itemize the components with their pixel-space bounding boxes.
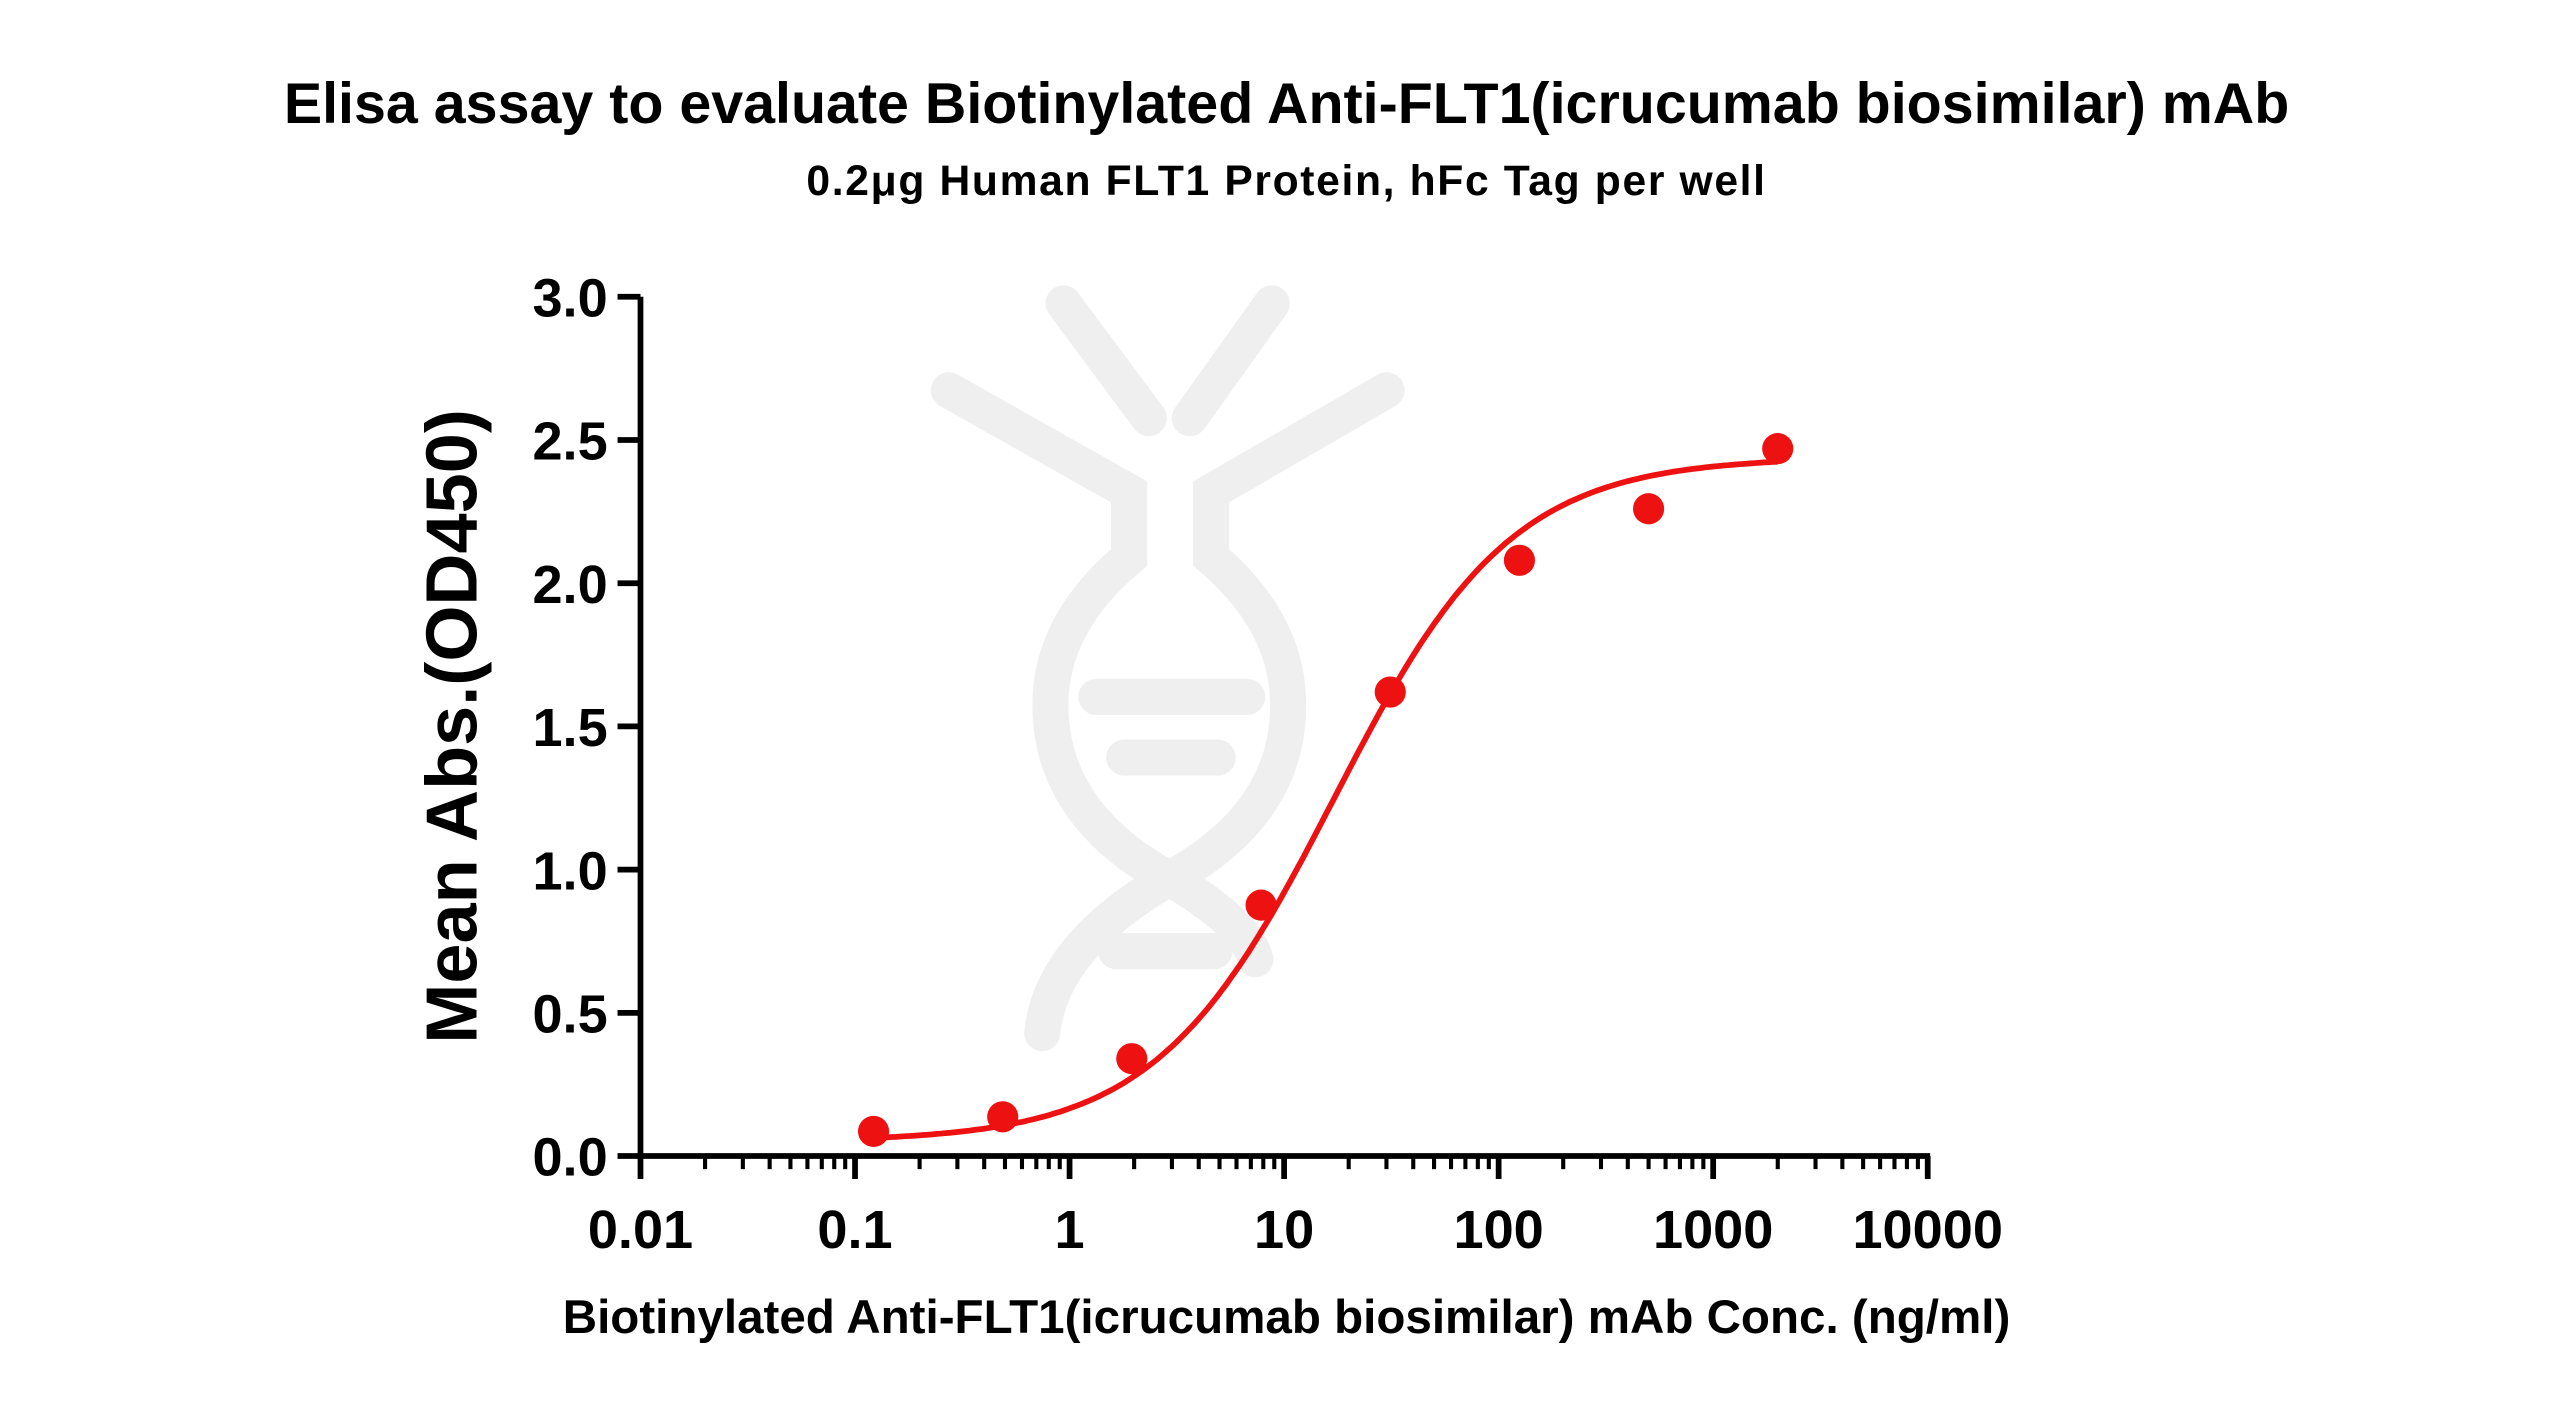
data-point <box>857 1115 890 1147</box>
data-point <box>1116 1043 1148 1075</box>
y-axis-label: Mean Abs.(OD450) <box>413 409 493 1044</box>
x-tick-label: 10 <box>1254 1200 1314 1260</box>
y-tick-label: 0.5 <box>532 985 607 1045</box>
y-tick-label: 1.0 <box>532 841 607 901</box>
chart-title: Elisa assay to evaluate Biotinylated Ant… <box>284 72 2289 136</box>
x-tick-label: 100 <box>1453 1200 1543 1260</box>
chart-subtitle: 0.2μg Human FLT1 Protein, hFc Tag per we… <box>806 157 1766 205</box>
x-tick-label: 0.1 <box>817 1200 892 1260</box>
y-tick-label: 2.5 <box>532 412 607 472</box>
data-point <box>1633 493 1665 525</box>
data-point <box>1762 433 1794 465</box>
y-tick-label: 3.0 <box>532 268 607 328</box>
x-axis-label: Biotinylated Anti-FLT1(icrucumab biosimi… <box>563 1291 2011 1344</box>
x-tick-label: 0.01 <box>588 1200 693 1260</box>
y-tick-label: 1.5 <box>532 698 607 758</box>
x-tick-label: 10000 <box>1852 1200 2002 1260</box>
x-tick-label: 1000 <box>1653 1200 1773 1260</box>
fit-curve <box>873 458 1778 1141</box>
y-tick-label: 2.0 <box>532 555 607 615</box>
x-tick-label: 1 <box>1055 1200 1085 1260</box>
data-point <box>1503 544 1536 576</box>
data-point <box>1245 889 1277 921</box>
data-point <box>987 1101 1019 1133</box>
watermark-logo <box>930 285 1405 1052</box>
data-point <box>1374 676 1406 708</box>
y-tick-label: 0.0 <box>532 1128 607 1188</box>
